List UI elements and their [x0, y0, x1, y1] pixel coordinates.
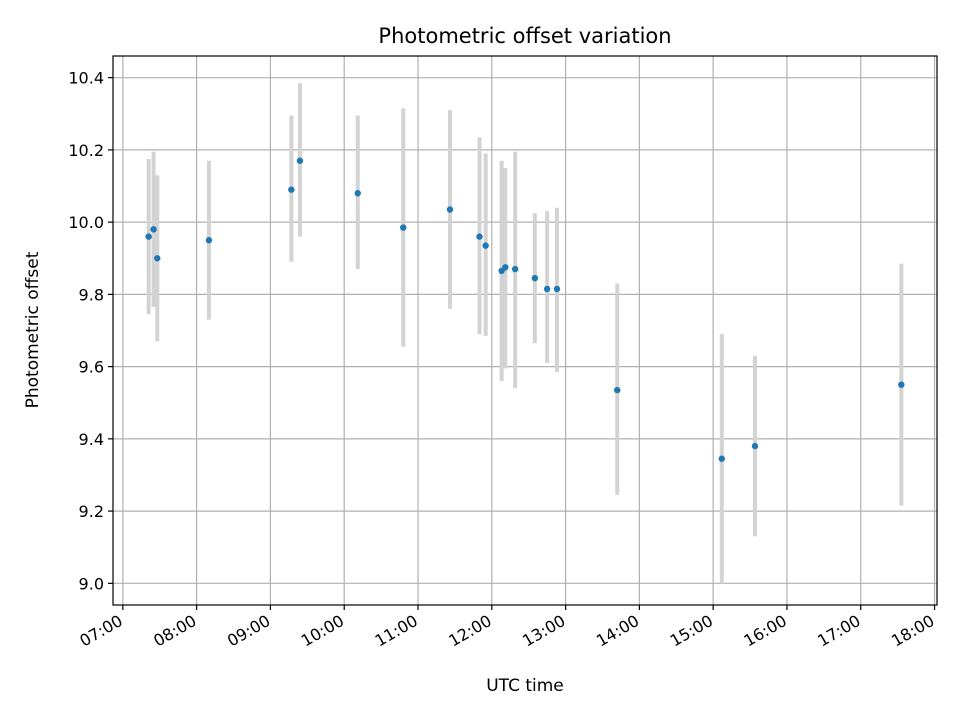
data-point	[502, 264, 509, 271]
data-point	[288, 186, 295, 193]
data-point	[511, 265, 519, 273]
y-axis-ticks: 9.0 9.2 9.4 9.6 9.8 10.0 10.2 10.4	[68, 69, 113, 593]
data-point	[150, 226, 157, 233]
data-point	[476, 233, 483, 240]
y-tick-label: 9.2	[79, 502, 104, 521]
y-tick-label: 9.6	[79, 358, 104, 377]
data-point	[205, 237, 213, 244]
data-point	[446, 206, 454, 213]
y-tick-label: 9.0	[79, 574, 104, 593]
data-point	[145, 233, 152, 240]
data-point	[531, 274, 539, 282]
y-tick-label: 9.4	[79, 430, 104, 449]
y-tick-label: 10.4	[68, 69, 104, 88]
data-point	[898, 381, 905, 388]
y-tick-label: 9.8	[79, 285, 104, 304]
grid	[113, 56, 937, 605]
data-point	[400, 224, 407, 231]
chart-title: Photometric offset variation	[378, 24, 671, 48]
data-point	[614, 386, 621, 394]
data-point	[718, 455, 725, 462]
data-point	[154, 255, 161, 262]
y-tick-label: 10.0	[68, 213, 104, 232]
data-point	[543, 285, 551, 293]
y-tick-label: 10.2	[68, 141, 104, 160]
x-axis-label: UTC time	[486, 676, 564, 696]
data-point	[296, 157, 304, 164]
data-points	[145, 157, 905, 462]
data-point	[751, 442, 759, 450]
y-axis-label: Photometric offset	[23, 251, 43, 408]
data-point	[482, 242, 489, 249]
data-point	[354, 190, 361, 197]
plot-frame	[112, 55, 938, 606]
data-point	[553, 285, 561, 293]
